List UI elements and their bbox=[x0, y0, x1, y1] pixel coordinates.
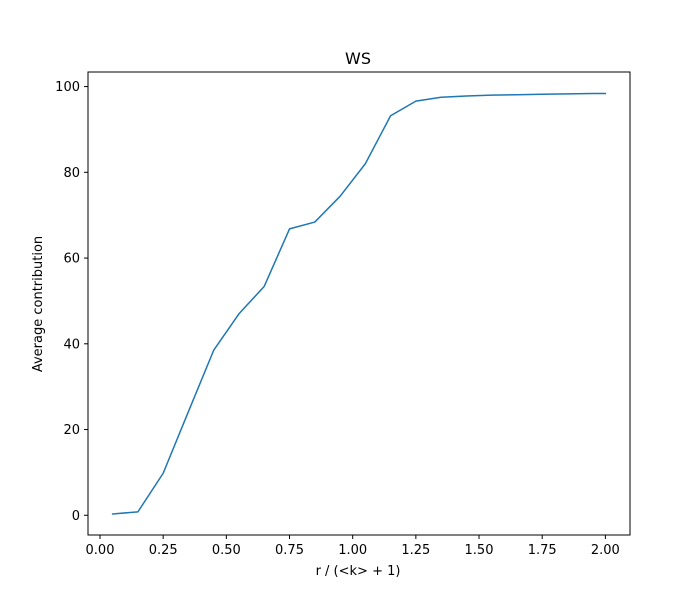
y-tick-label: 80 bbox=[63, 166, 80, 181]
y-axis-label: Average contribution bbox=[31, 236, 46, 372]
x-axis-ticks: 0.00 0.25 0.50 0.75 1.00 1.25 1.50 1.75 2.00 bbox=[86, 535, 620, 558]
chart-title: WS bbox=[345, 49, 371, 68]
x-tick-label: 1.75 bbox=[528, 543, 557, 558]
x-tick-label: 1.25 bbox=[401, 543, 430, 558]
x-tick-label: 0.25 bbox=[149, 543, 178, 558]
y-tick-label: 40 bbox=[63, 337, 80, 352]
x-tick-label: 0.50 bbox=[212, 543, 241, 558]
x-tick-label: 1.00 bbox=[338, 543, 367, 558]
x-tick-label: 1.50 bbox=[465, 543, 494, 558]
x-tick-label: 0.00 bbox=[86, 543, 115, 558]
y-tick-label: 20 bbox=[63, 423, 80, 438]
y-tick-label: 60 bbox=[63, 252, 80, 267]
y-axis-ticks: 0 20 40 60 80 100 bbox=[55, 80, 88, 524]
x-tick-label: 0.75 bbox=[275, 543, 304, 558]
plot-layer bbox=[111, 92, 607, 515]
y-tick-label: 100 bbox=[55, 80, 80, 95]
series-line-0 bbox=[111, 92, 607, 515]
axes-frame bbox=[87, 71, 631, 536]
x-axis-label: r / (<k> + 1) bbox=[316, 564, 401, 579]
x-tick-label: 2.00 bbox=[591, 543, 620, 558]
y-tick-label: 0 bbox=[72, 509, 80, 524]
